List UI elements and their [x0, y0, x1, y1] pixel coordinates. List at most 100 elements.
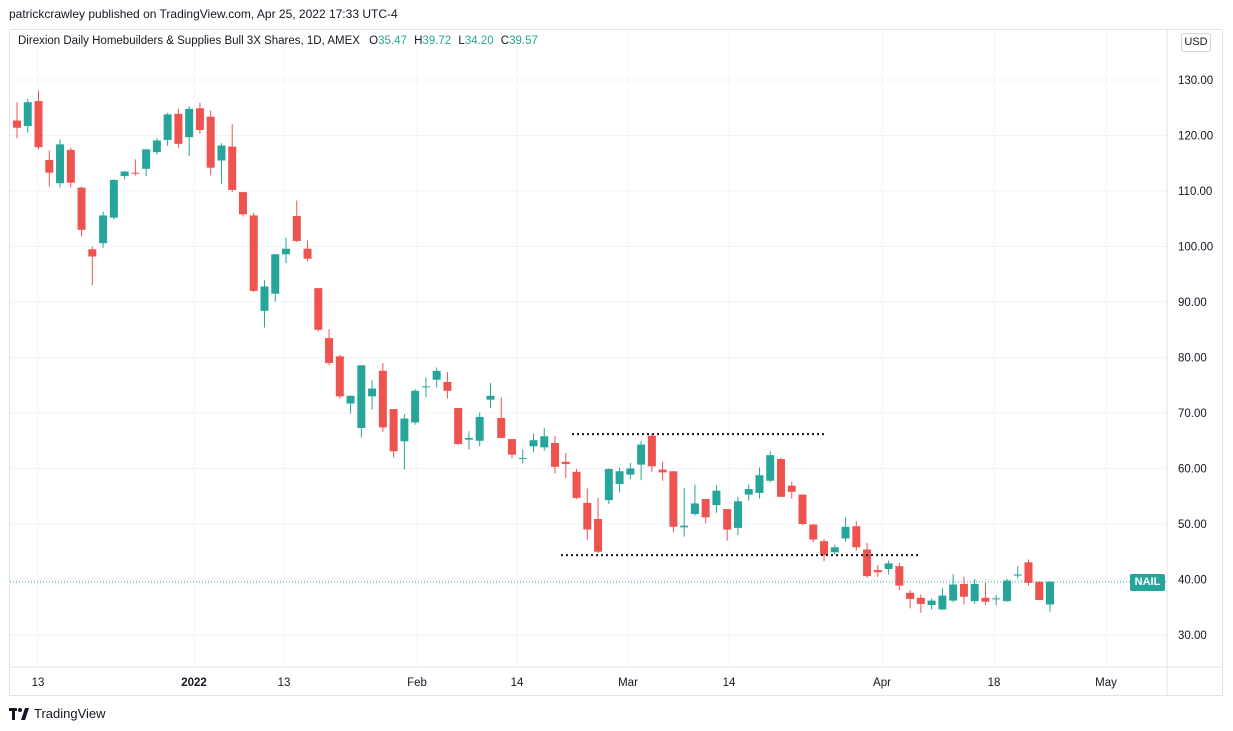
candle-body[interactable] — [142, 149, 151, 169]
candle-body[interactable] — [454, 408, 463, 445]
candle-body[interactable] — [475, 416, 484, 441]
candle-body[interactable] — [873, 570, 882, 573]
candle-body[interactable] — [99, 215, 108, 244]
candle-body[interactable] — [45, 159, 54, 173]
candle-body[interactable] — [884, 563, 893, 569]
candle-body[interactable] — [13, 120, 21, 128]
candle-body[interactable] — [916, 597, 925, 604]
candle-body[interactable] — [615, 471, 624, 485]
candle-body[interactable] — [863, 549, 872, 577]
candle-body[interactable] — [518, 457, 527, 459]
candle-body[interactable] — [389, 409, 398, 452]
candle-body[interactable] — [152, 140, 161, 153]
candle-body[interactable] — [357, 365, 366, 428]
candle-body[interactable] — [669, 471, 678, 527]
candle-body[interactable] — [378, 370, 387, 428]
candle-body[interactable] — [421, 386, 430, 388]
candle-body[interactable] — [712, 490, 721, 506]
chart-frame[interactable] — [9, 29, 1223, 696]
currency-button[interactable]: USD — [1181, 33, 1211, 52]
candle-body[interactable] — [23, 102, 32, 127]
candle-body[interactable] — [249, 215, 258, 291]
candle-body[interactable] — [66, 149, 75, 183]
candle-body[interactable] — [120, 171, 129, 177]
candle-body[interactable] — [56, 144, 65, 184]
candle-body[interactable] — [809, 524, 818, 540]
candle-body[interactable] — [1002, 580, 1011, 602]
candle-body[interactable] — [604, 469, 613, 501]
candle-body[interactable] — [938, 595, 947, 610]
candle-body[interactable] — [486, 395, 495, 400]
candle-body[interactable] — [540, 436, 549, 448]
footer-brand[interactable]: TradingView — [9, 706, 106, 721]
candle-body[interactable] — [981, 597, 990, 602]
candle-body[interactable] — [658, 469, 667, 473]
candle-body[interactable] — [895, 566, 904, 586]
candle-body[interactable] — [529, 440, 538, 447]
candle-body[interactable] — [335, 356, 344, 397]
candle-body[interactable] — [820, 541, 829, 556]
candle-body[interactable] — [325, 338, 334, 364]
candle-body[interactable] — [626, 468, 635, 475]
candle-body[interactable] — [34, 101, 43, 148]
candle-body[interactable] — [787, 485, 796, 492]
candle-body[interactable] — [346, 395, 355, 404]
candle-body[interactable] — [690, 503, 699, 515]
candle-body[interactable] — [282, 248, 291, 255]
candle-body[interactable] — [88, 249, 97, 257]
candle-body[interactable] — [830, 547, 839, 553]
candle-body[interactable] — [195, 108, 204, 130]
candle-body[interactable] — [432, 370, 441, 380]
candle-body[interactable] — [507, 439, 516, 455]
candle-body[interactable] — [561, 461, 570, 465]
candle-body[interactable] — [680, 525, 689, 528]
candle-body[interactable] — [723, 509, 732, 530]
candle-body[interactable] — [970, 583, 979, 602]
candle-body[interactable] — [77, 187, 86, 230]
candle-body[interactable] — [368, 388, 377, 397]
candle-body[interactable] — [776, 459, 785, 497]
candle-body[interactable] — [594, 519, 603, 552]
candle-body[interactable] — [1035, 581, 1044, 601]
candle-body[interactable] — [464, 437, 473, 440]
candle-body[interactable] — [238, 192, 247, 215]
candle-body[interactable] — [411, 390, 420, 423]
candle-body[interactable] — [798, 494, 807, 524]
candle-body[interactable] — [583, 502, 592, 530]
candle-body[interactable] — [292, 215, 301, 241]
candle-body[interactable] — [1013, 574, 1022, 576]
candle-body[interactable] — [637, 444, 646, 465]
candle-body[interactable] — [572, 471, 581, 498]
candle-body[interactable] — [701, 499, 710, 518]
candle-body[interactable] — [647, 435, 656, 467]
candle-body[interactable] — [733, 501, 742, 528]
candle-body[interactable] — [400, 418, 409, 442]
candle-body[interactable] — [163, 114, 172, 140]
candle-body[interactable] — [185, 108, 194, 138]
candle-body[interactable] — [755, 475, 764, 493]
candle-body[interactable] — [131, 172, 140, 174]
candle-body[interactable] — [271, 254, 280, 294]
candle-body[interactable] — [443, 381, 452, 391]
candle-body[interactable] — [228, 146, 237, 190]
candle-body[interactable] — [992, 598, 1001, 600]
candle-body[interactable] — [314, 288, 323, 330]
candle-body[interactable] — [551, 442, 560, 467]
candle-body[interactable] — [109, 179, 118, 218]
candle-body[interactable] — [217, 145, 226, 161]
candle-body[interactable] — [841, 526, 850, 539]
candle-body[interactable] — [206, 116, 215, 168]
candle-body[interactable] — [927, 600, 936, 606]
candle-body[interactable] — [303, 248, 312, 259]
symbol-name[interactable]: Direxion Daily Homebuilders & Supplies B… — [18, 35, 360, 47]
candle-body[interactable] — [1024, 562, 1033, 583]
candle-body[interactable] — [260, 286, 269, 311]
candle-body[interactable] — [1046, 581, 1054, 605]
candle-body[interactable] — [497, 417, 506, 438]
candle-body[interactable] — [174, 113, 183, 144]
candle-body[interactable] — [949, 584, 958, 601]
candle-body[interactable] — [959, 583, 968, 597]
candle-body[interactable] — [906, 592, 915, 599]
candle-body[interactable] — [852, 526, 861, 548]
